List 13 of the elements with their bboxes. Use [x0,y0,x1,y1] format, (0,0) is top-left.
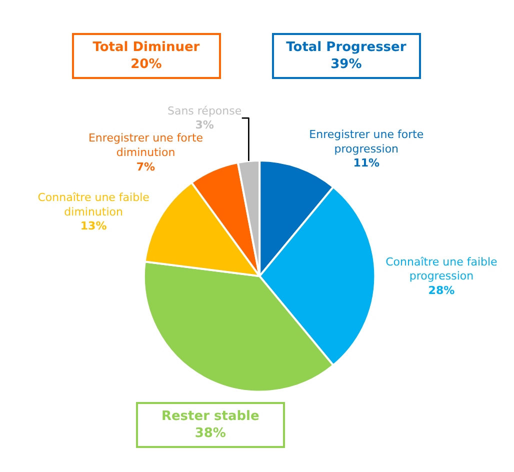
slice-label: Enregistrer une forte diminution [88,132,204,159]
slice-label: Connaître une faible diminution [38,191,150,218]
slice-label: Connaître une faible progression [386,255,498,283]
data-label: 13% [80,220,107,233]
data-label: 3% [195,118,214,132]
slice-label: Sans réponse [167,104,242,118]
data-label: 28% [428,284,455,297]
text: Rester stable 38% [161,409,260,441]
slice-label: Enregistrer une forte progression [309,128,424,156]
data-label: 11% [353,156,380,170]
data-label: 7% [136,160,156,174]
text: Total Diminuer 20% [92,40,200,72]
text: Total Progresser 39% [286,40,407,72]
